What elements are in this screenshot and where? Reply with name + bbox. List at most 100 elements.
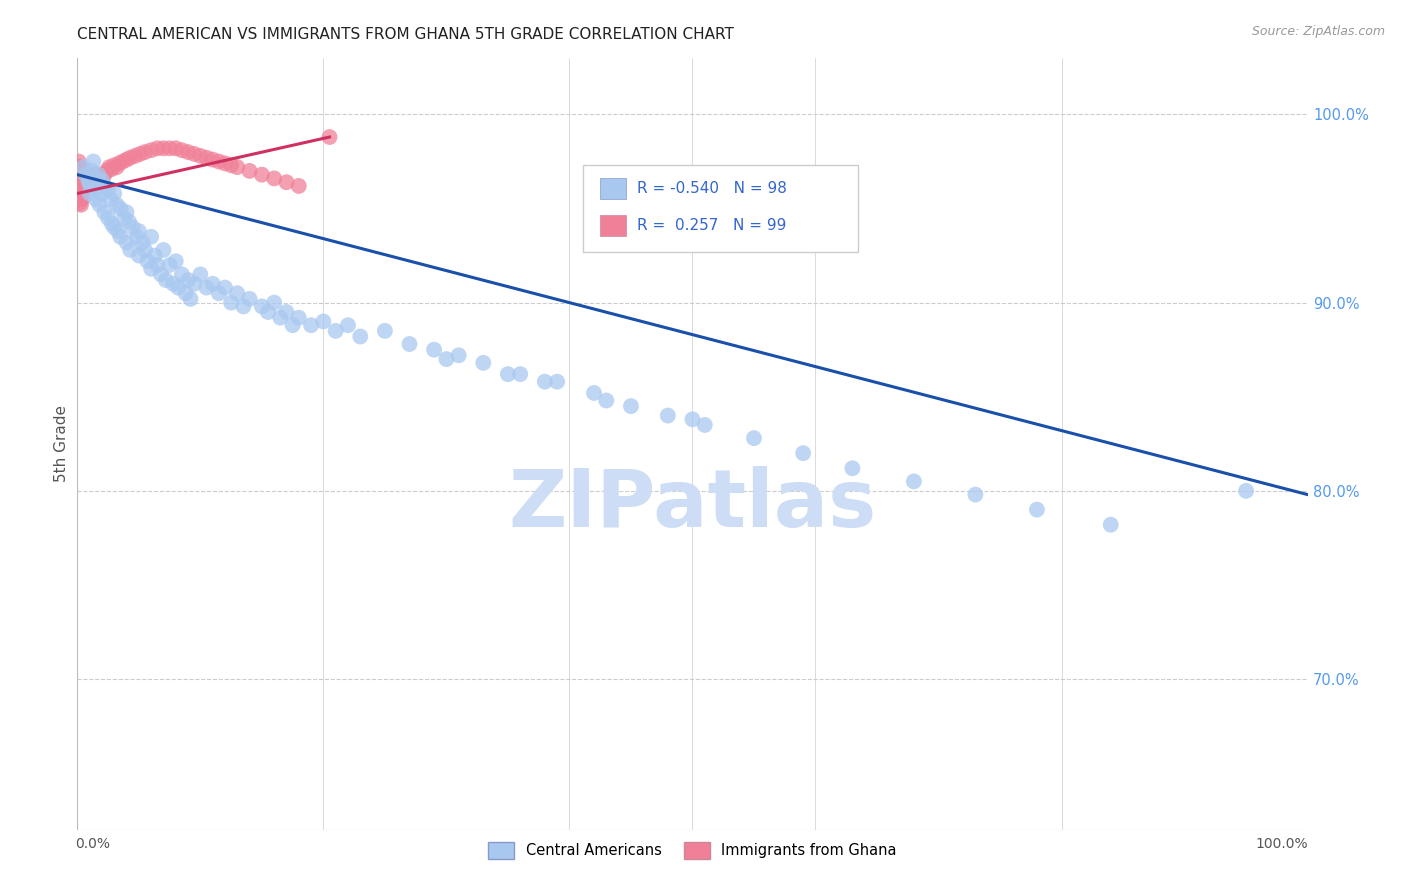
Point [143, 249, 166, 263]
Point [121, 220, 143, 235]
Point [97, 183, 120, 197]
Point [128, 224, 150, 238]
Point [82, 154, 104, 169]
Point [82, 171, 104, 186]
Point [70, 168, 93, 182]
Point [112, 211, 135, 225]
Point [70, 183, 93, 197]
Point [100, 192, 122, 206]
Point [115, 153, 138, 167]
Point [263, 295, 285, 310]
Point [72, 175, 94, 189]
Point [75, 178, 97, 193]
Point [108, 156, 131, 170]
Point [150, 268, 173, 282]
Point [903, 475, 925, 489]
Point [79, 168, 101, 182]
Point [124, 149, 146, 163]
Point [965, 487, 987, 501]
Point [69, 177, 91, 191]
Point [208, 154, 231, 169]
Point [90, 168, 114, 182]
Point [67, 168, 90, 182]
Point [534, 375, 557, 389]
Text: ZIPatlas: ZIPatlas [509, 467, 876, 544]
Point [76, 175, 98, 189]
Point [79, 177, 101, 191]
Point [299, 318, 322, 333]
Point [110, 202, 132, 216]
Point [84, 173, 107, 187]
Point [141, 261, 163, 276]
Point [83, 173, 105, 187]
Point [546, 375, 568, 389]
Point [80, 177, 103, 191]
Point [152, 141, 174, 155]
Point [82, 175, 104, 189]
Point [105, 160, 128, 174]
Point [73, 168, 96, 182]
Point [89, 175, 111, 189]
Point [70, 192, 93, 206]
Point [89, 198, 111, 212]
Point [103, 220, 125, 235]
Point [155, 273, 177, 287]
Point [183, 147, 205, 161]
Point [82, 164, 104, 178]
Point [90, 186, 114, 201]
Text: 0.0%: 0.0% [75, 837, 110, 851]
Point [69, 160, 91, 174]
Point [118, 215, 141, 229]
Point [232, 299, 254, 313]
Point [1234, 483, 1257, 498]
Point [423, 343, 446, 357]
Text: CENTRAL AMERICAN VS IMMIGRANTS FROM GHANA 5TH GRADE CORRELATION CHART: CENTRAL AMERICAN VS IMMIGRANTS FROM GHAN… [77, 27, 734, 42]
Point [174, 286, 197, 301]
Point [86, 171, 108, 186]
Point [70, 173, 93, 187]
Point [146, 141, 169, 155]
Point [141, 229, 163, 244]
Point [70, 164, 93, 178]
Point [201, 153, 224, 167]
Point [69, 188, 91, 202]
Point [87, 173, 110, 187]
Point [159, 258, 181, 272]
Point [250, 299, 273, 313]
Point [146, 258, 169, 272]
Point [90, 171, 112, 186]
Point [239, 164, 262, 178]
Point [180, 292, 202, 306]
Point [509, 367, 531, 381]
Point [93, 178, 115, 193]
Point [70, 168, 93, 182]
Point [214, 156, 236, 170]
Point [188, 149, 212, 163]
Point [318, 130, 340, 145]
Point [75, 168, 97, 182]
Point [101, 217, 124, 231]
Point [349, 329, 371, 343]
Text: Source: ZipAtlas.com: Source: ZipAtlas.com [1251, 25, 1385, 38]
Point [472, 356, 495, 370]
Point [792, 446, 814, 460]
Point [105, 198, 128, 212]
Point [76, 169, 98, 184]
Point [103, 158, 125, 172]
Point [67, 177, 90, 191]
Point [72, 190, 94, 204]
Point [69, 168, 91, 182]
Point [170, 268, 193, 282]
Point [75, 173, 97, 187]
Point [134, 243, 156, 257]
Point [125, 229, 148, 244]
Point [312, 314, 335, 328]
Point [93, 168, 115, 182]
Point [87, 168, 110, 182]
Point [177, 145, 200, 159]
Point [120, 243, 142, 257]
Point [82, 169, 104, 184]
Point [67, 183, 90, 197]
Point [84, 168, 107, 182]
Point [72, 178, 94, 193]
